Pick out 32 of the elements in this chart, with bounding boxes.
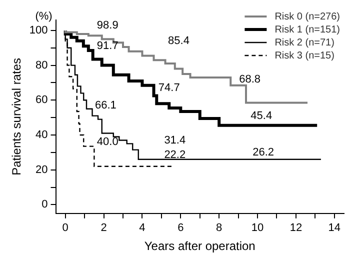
x-tick-label: 8 — [216, 222, 222, 234]
annotation: 22.2 — [164, 149, 186, 162]
annotation: 66.1 — [95, 99, 116, 112]
annotation: 68.8 — [239, 73, 261, 86]
legend-label: Risk 2 (n=71) — [274, 37, 334, 48]
annotation: 91.7 — [96, 40, 118, 52]
annotation: 74.7 — [158, 82, 180, 94]
y-tick-label: 100 — [29, 24, 48, 36]
x-tick-label: 0 — [62, 222, 68, 234]
x-axis-title: Years after operation — [144, 239, 256, 254]
y-axis-title: Patients survival rates — [10, 58, 24, 176]
annotation: 31.4 — [164, 134, 186, 146]
y-tick-label: 60 — [36, 94, 48, 106]
y-tick-label: 0 — [42, 198, 48, 211]
legend-label: Risk 0 (n=276) — [274, 11, 340, 22]
x-tick-label: 14 — [328, 222, 341, 234]
text: (%) — [35, 10, 52, 23]
x-tick-label: 12 — [290, 222, 302, 234]
x-tick-label: 6 — [178, 222, 184, 234]
annotation: 45.4 — [250, 110, 272, 122]
legend-label: Risk 1 (n=151) — [274, 24, 340, 36]
annotation: 98.9 — [96, 19, 118, 32]
legend-label: Risk 3 (n=15) — [274, 50, 334, 62]
annotation: 40.0 — [96, 136, 118, 148]
y-tick-label: 80 — [36, 59, 48, 72]
annotation: 26.2 — [252, 146, 274, 158]
y-tick-label: 20 — [36, 164, 48, 176]
x-tick-label: 4 — [139, 222, 146, 234]
x-tick-label: 2 — [100, 222, 107, 234]
y-tick-label: 40 — [36, 129, 48, 142]
annotation: 85.4 — [168, 34, 190, 47]
x-tick-label: 10 — [251, 222, 264, 234]
